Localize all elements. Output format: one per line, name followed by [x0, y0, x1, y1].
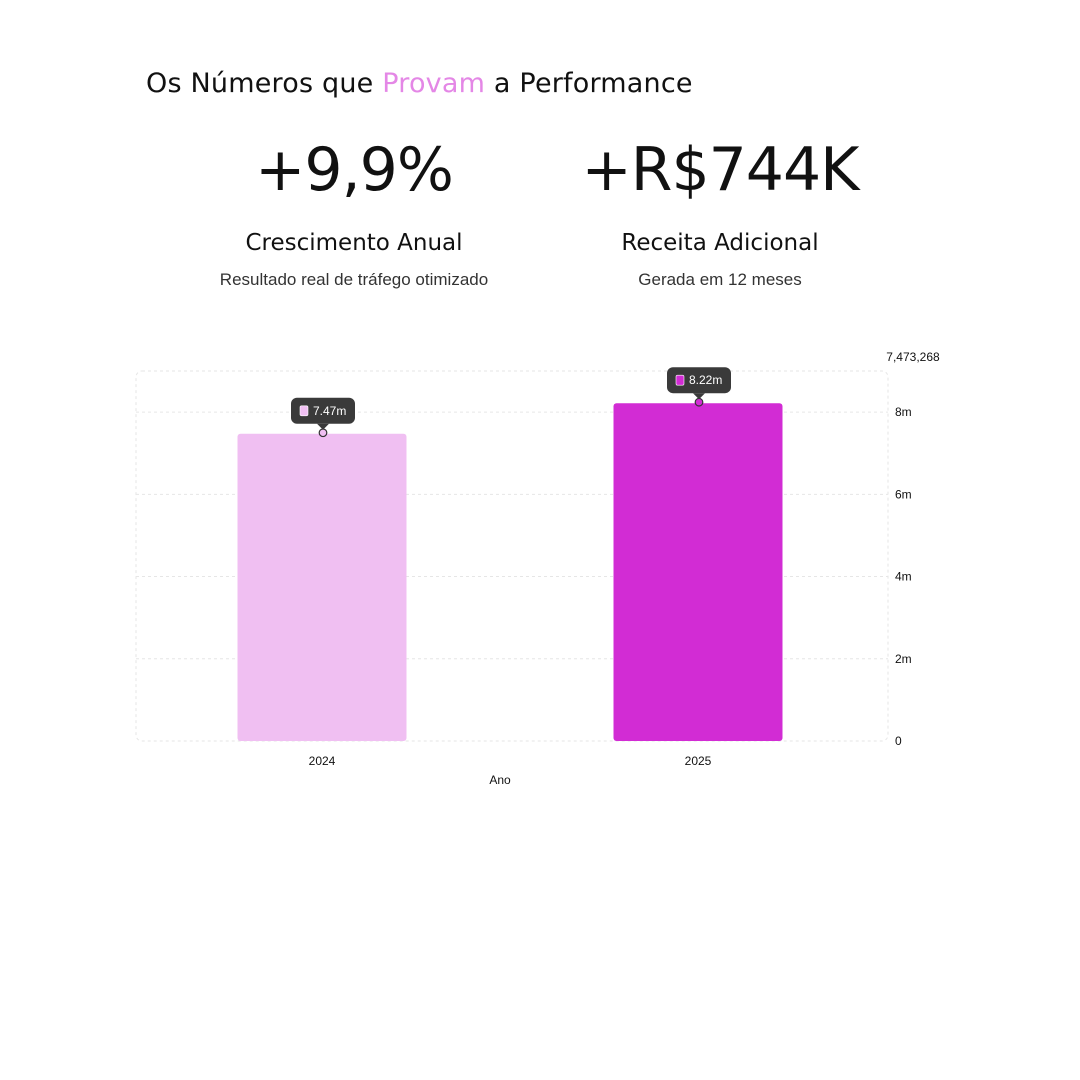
stat-label: Receita Adicional — [621, 230, 819, 256]
stat-label: Crescimento Anual — [245, 230, 463, 256]
title-text-after: a Performance — [485, 68, 693, 99]
x-tick-label: 2025 — [685, 754, 712, 768]
tooltip-swatch — [299, 405, 309, 417]
stat-caption: Gerada em 12 meses — [638, 270, 802, 289]
tooltip-box — [667, 367, 731, 394]
stat-caption: Resultado real de tráfego otimizado — [219, 270, 489, 289]
data-point-marker — [694, 397, 704, 407]
stat-value: +9,9% — [255, 135, 454, 205]
tooltip-swatch — [675, 374, 685, 386]
stat-card-revenue: +R$744K Receita Adicional Gerada em 12 m… — [510, 140, 930, 290]
tooltip-box — [291, 397, 355, 424]
title-accent-word: Provam — [382, 68, 486, 99]
x-axis-title: Ano — [489, 773, 511, 787]
title-text-before: Os Números que — [146, 68, 383, 99]
y-tick-label: 4m — [895, 570, 912, 584]
y-tick-label: 6m — [895, 487, 912, 501]
x-tick-label: 2024 — [309, 754, 336, 768]
stat-card-growth: +9,9% Crescimento Anual Resultado real d… — [144, 140, 564, 290]
bar-2024 — [237, 433, 407, 741]
bar-2025 — [613, 403, 783, 741]
tooltip-value: 8.22m — [689, 373, 722, 387]
reference-label: 7,473,268 — [886, 350, 940, 364]
data-point-marker — [318, 428, 328, 438]
stat-value: +R$744K — [581, 135, 859, 205]
tooltip-pointer — [693, 393, 705, 400]
page-title: Os Números que Provam a Performance — [146, 68, 693, 99]
y-tick-label: 2m — [895, 652, 912, 666]
y-tick-label: 8m — [895, 405, 912, 419]
bar-chart: 0 2m 4m 6m 8m 7,473,268 2024 7.47m 2025 8.22m Ano — [0, 340, 1080, 810]
chart-svg: 0 2m 4m 6m 8m 7,473,268 2024 7.47m 2025 8.22m Ano — [135, 350, 940, 787]
tooltip-value: 7.47m — [313, 404, 346, 418]
y-tick-label: 0 — [895, 734, 902, 748]
tooltip-pointer — [317, 423, 329, 430]
